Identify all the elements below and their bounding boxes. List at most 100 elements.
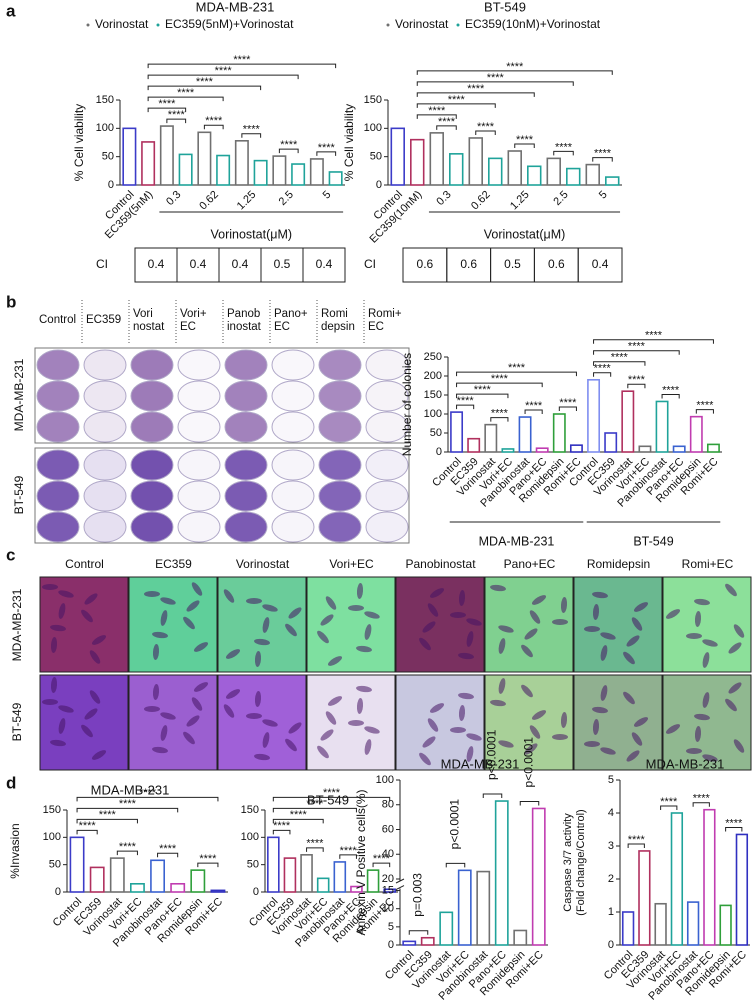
row-label: BT-549 [10,702,24,741]
cell [686,748,702,754]
cell [490,584,506,592]
colony-plate [130,411,174,443]
significance-label: **** [196,76,214,88]
colony-plate [177,411,221,443]
bar [587,378,601,453]
cell [288,722,302,734]
significance-label: **** [340,845,358,857]
significance-bracket [272,807,357,813]
cell [531,710,547,720]
bar [383,888,396,893]
cell [152,631,168,639]
cell [254,651,262,667]
bar [638,445,652,453]
y-tick-label: 3 [608,840,614,852]
y-tick-label: 250 [424,351,442,363]
significance-label: **** [457,395,475,407]
cell [262,719,278,727]
group-label: MDA-MB-231 [479,534,555,548]
significance-bracket [627,843,645,848]
colony-plate [365,449,409,481]
cell [623,691,635,705]
x-tick-label: 1.25 [235,189,259,213]
significance-bracket [514,143,535,148]
colony-plate [130,511,174,543]
significance-label: **** [318,142,336,154]
ci-value: 0.6 [548,257,565,271]
cell [524,628,538,640]
bar [531,807,546,946]
y-tick-label: 50 [247,859,259,871]
cell [42,584,58,590]
cell [458,652,474,660]
significance-label: **** [306,838,324,850]
y-tick-label: 50 [102,151,114,163]
y-axis-label: %Invasion [8,823,22,878]
label-line: Pano+ [274,308,308,320]
bar [129,882,145,893]
significance-bracket [76,807,179,813]
cell [186,715,200,727]
significance-label: **** [177,87,195,99]
x-tick-label: 0.3 [434,189,453,208]
cell [458,590,466,606]
colony-plate [224,411,268,443]
colony-plate [36,449,80,481]
cell [81,609,93,623]
significance-bracket [661,393,680,399]
ci-value: 0.5 [504,257,521,271]
colony-plate [36,349,80,381]
cell [285,623,297,637]
y-tick-label: 5 [388,921,394,933]
label-line: Vori [133,308,153,320]
y-tick-label: 2 [608,873,614,885]
chart-title: BT-549 [484,0,526,14]
significance-label: **** [559,397,577,409]
y-tick-label: 40 [382,848,394,860]
cell [584,741,600,747]
cell [592,591,608,599]
y-tick-label: 50 [49,859,61,871]
significance-bracket [558,406,577,411]
cell [262,617,270,633]
y-tick-label: 50 [430,427,442,439]
cell [733,624,745,638]
cell [160,610,168,626]
cell [521,644,533,658]
cell [225,689,241,699]
cell [58,590,74,598]
significance-label: **** [628,341,646,353]
significance-label: **** [506,61,524,73]
y-tick-label: 100 [424,408,442,420]
significance-bracket [147,74,299,80]
significance-bracket [272,829,291,835]
cell [560,712,568,728]
y-tick-label: 150 [424,389,442,401]
bar [605,176,620,186]
significance-bracket [524,409,543,415]
significance-bracket [272,818,324,824]
cell [600,632,616,640]
y-tick-label: 0 [608,939,614,951]
cell [498,625,514,633]
colony-plate [177,380,221,412]
significance-label: **** [628,834,646,846]
y-tick-label: 4 [608,807,614,819]
y-axis-label: (Fold change/Control) [575,809,587,915]
y-tick-label: 200 [424,370,442,382]
significance-label: p<0.0001 [485,729,499,780]
colony-plate [365,349,409,381]
significance-label: **** [660,796,678,808]
significance-bracket [482,793,503,799]
bar [638,850,651,946]
cell [144,591,160,597]
cell [450,612,466,618]
cell [254,638,270,646]
cell [626,750,640,762]
bar [494,800,509,946]
cell [317,630,329,644]
bar [467,437,481,453]
bar [719,904,732,946]
panel-label: a [6,1,16,20]
colony-plate [318,411,362,443]
